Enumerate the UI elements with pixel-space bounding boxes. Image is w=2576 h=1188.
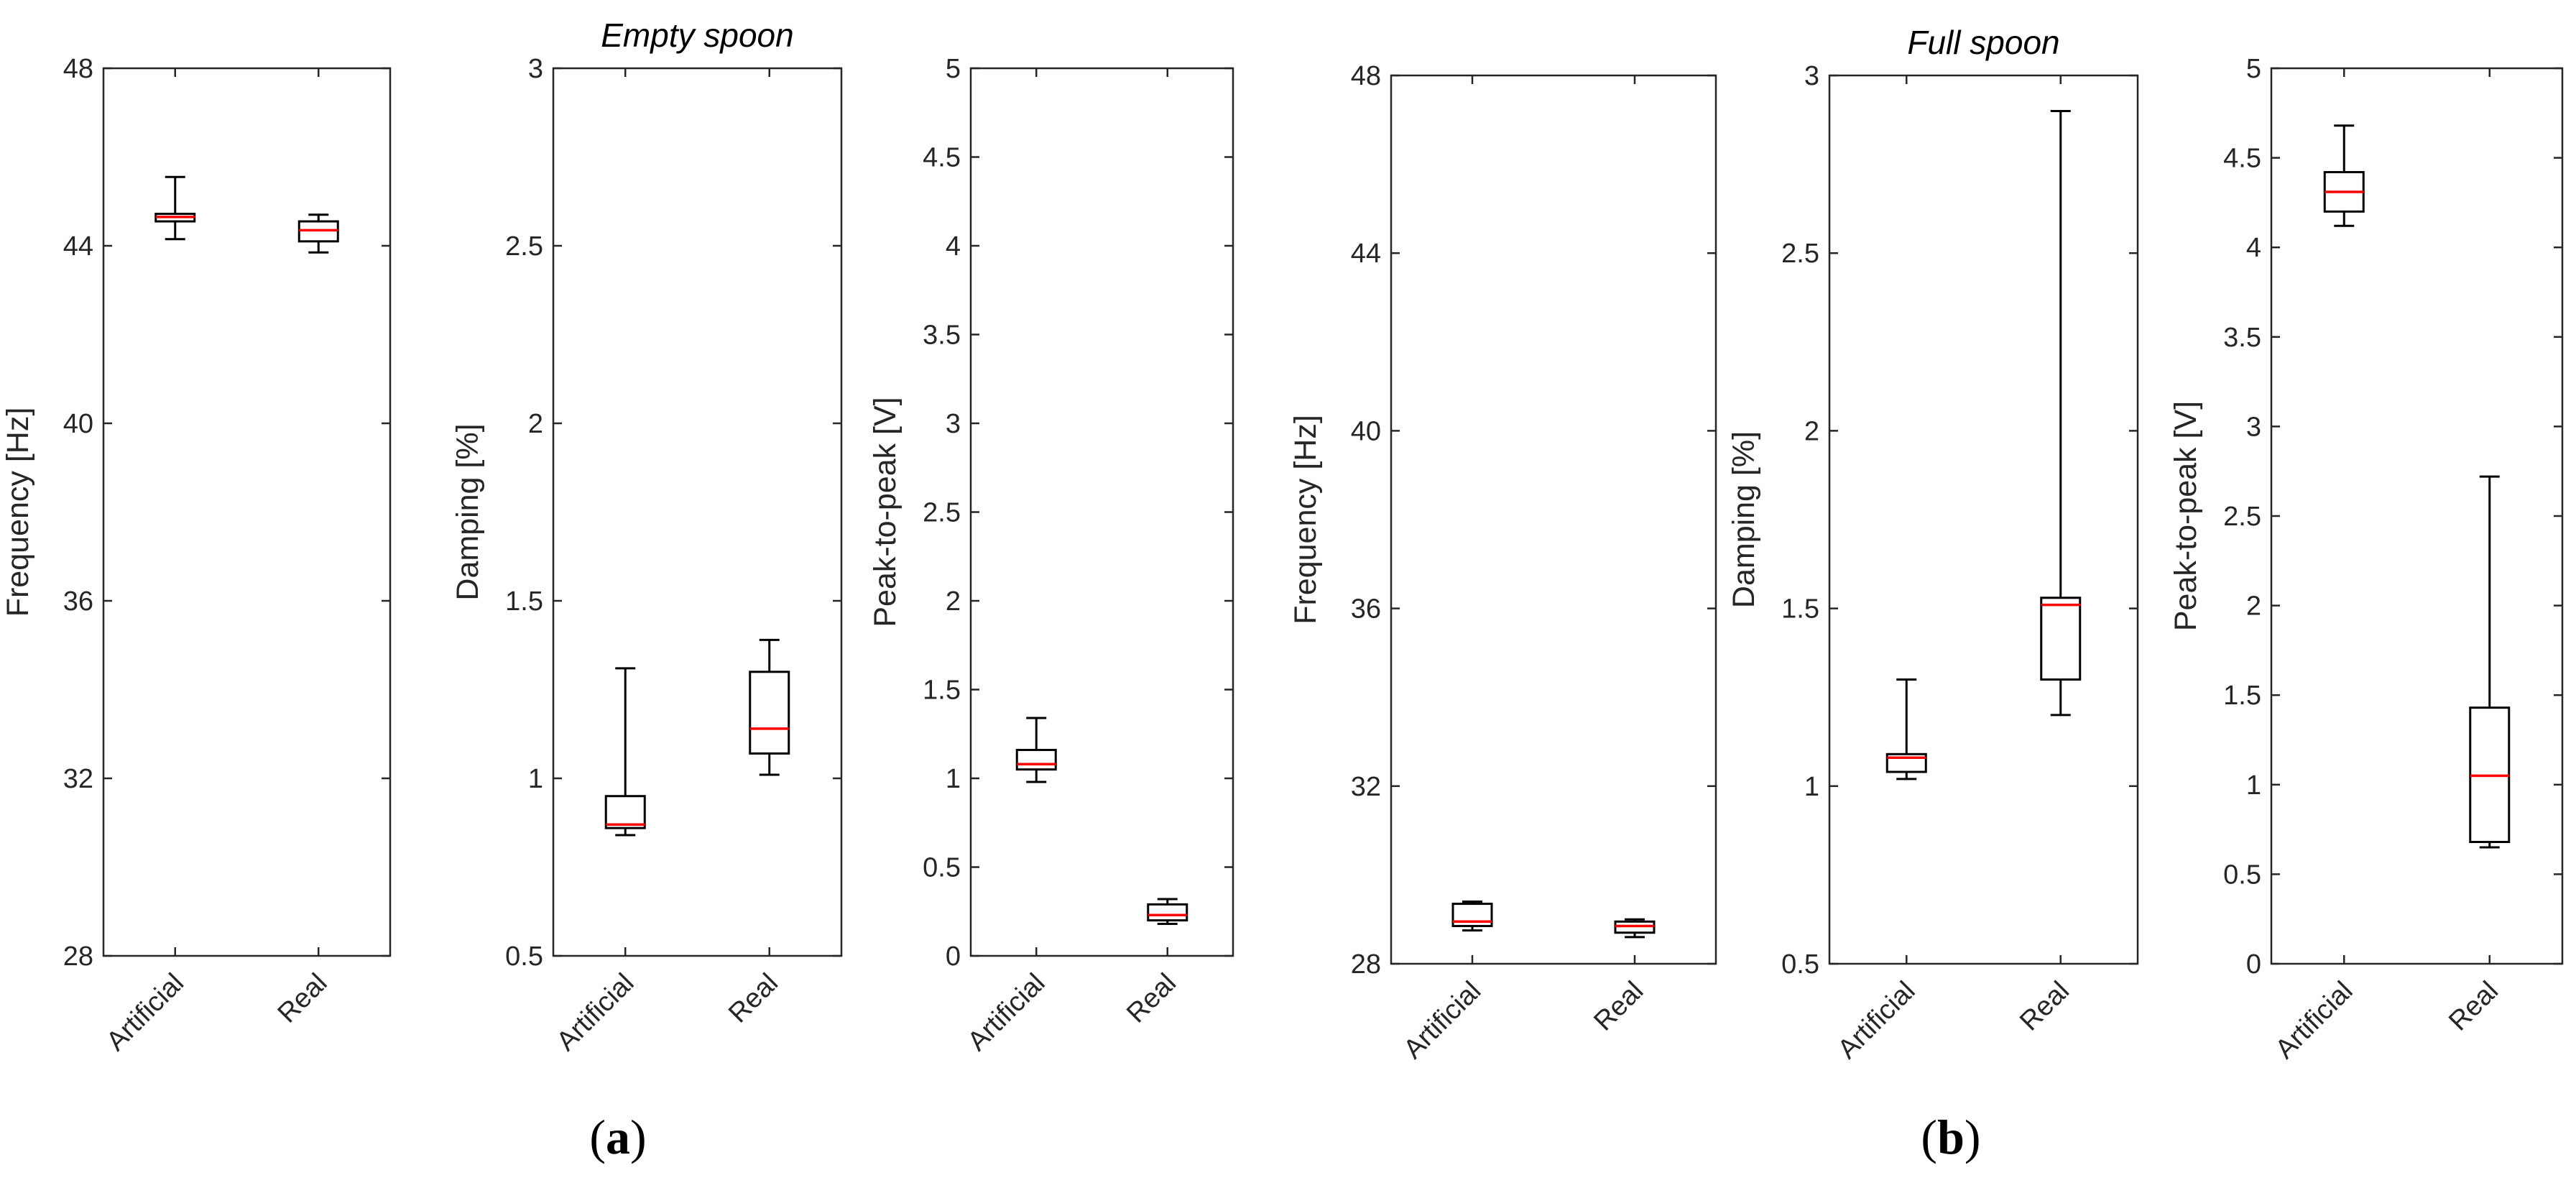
box-artificial xyxy=(1015,748,1057,771)
y-tick-label: 32 xyxy=(63,764,93,794)
chart-4: 28 32 36 40 44 48 Frequency [Hz] Artificial Real xyxy=(1288,61,1717,1065)
y-tick-label: 40 xyxy=(1351,416,1381,446)
axes-frame xyxy=(969,67,1234,957)
y-axis-label: Peak-to-peak [V] xyxy=(2169,401,2203,631)
chart-1: 28 32 36 40 44 48 Frequency [Hz] Artificial Real xyxy=(1,54,392,1057)
y-tick-label: 0.5 xyxy=(2223,860,2261,890)
y-tick-label: 0 xyxy=(946,941,961,972)
x-tick-label-artificial: Artificial xyxy=(2270,976,2359,1065)
y-tick-label: 28 xyxy=(1351,949,1381,980)
axes-frame xyxy=(2270,67,2564,965)
axes-frame xyxy=(1828,74,2139,965)
y-tick-label: 0.5 xyxy=(505,941,543,972)
y-axis-label: Damping [%] xyxy=(451,423,485,600)
axes-frame xyxy=(552,67,843,957)
y-tick-label: 2.5 xyxy=(2223,502,2261,532)
panel-label-a: (a) xyxy=(589,1110,646,1164)
x-tick-label-real: Real xyxy=(1588,976,1649,1037)
y-tick-label: 1.5 xyxy=(1781,594,1819,625)
y-tick-label: 4.5 xyxy=(923,143,961,173)
x-tick-label-artificial: Artificial xyxy=(1832,976,1921,1065)
chart-5: 0.5 1 1.5 2 2.5 3 Damping [%] Full spoon Artific… xyxy=(1727,24,2139,1065)
chart-title: Full spoon xyxy=(1907,24,2059,61)
box-artificial xyxy=(1451,903,1493,927)
y-tick-label: 40 xyxy=(63,409,93,439)
y-axis-label: Frequency [Hz] xyxy=(1,407,35,617)
y-tick-label: 3 xyxy=(946,409,961,439)
y-tick-label: 1 xyxy=(528,764,543,794)
y-tick-label: 2 xyxy=(528,409,543,439)
y-tick-label: 1 xyxy=(946,764,961,794)
y-tick-label: 28 xyxy=(63,941,93,972)
y-tick-label: 2 xyxy=(2246,591,2261,622)
chart-6: 0 0.5 1 1.5 2 2.5 3 3.5 4 4.5 5 Peak-to-peak [V] Art… xyxy=(2169,54,2564,1065)
y-tick-label: 48 xyxy=(1351,61,1381,91)
axes-frame xyxy=(1390,74,1717,965)
y-axis-label: Peak-to-peak [V] xyxy=(868,397,902,627)
box-artificial xyxy=(604,795,646,829)
y-tick-label: 2.5 xyxy=(505,231,543,262)
y-tick-label: 1 xyxy=(2246,770,2261,801)
y-tick-label: 1.5 xyxy=(923,676,961,706)
x-tick-label-artificial: Artificial xyxy=(551,968,640,1057)
x-tick-label-artificial: Artificial xyxy=(962,968,1051,1057)
panel-label-b: (b) xyxy=(1921,1110,1980,1164)
box-real xyxy=(2040,597,2082,681)
box-real xyxy=(1147,903,1188,922)
y-tick-label: 3 xyxy=(1804,61,1819,91)
x-tick-label-artificial: Artificial xyxy=(1398,976,1487,1065)
y-tick-label: 2 xyxy=(1804,416,1819,446)
y-tick-label: 4.5 xyxy=(2223,144,2261,174)
y-tick-label: 44 xyxy=(1351,239,1381,269)
y-tick-label: 0.5 xyxy=(1781,949,1819,980)
y-tick-label: 3 xyxy=(2246,412,2261,442)
y-tick-label: 1 xyxy=(1804,772,1819,802)
x-tick-label-real: Real xyxy=(723,968,784,1029)
y-tick-label: 4 xyxy=(946,231,961,262)
chart-title: Empty spoon xyxy=(601,17,793,54)
y-tick-label: 44 xyxy=(63,231,93,262)
box-real xyxy=(749,671,790,755)
chart-2: 0.5 1 1.5 2 2.5 3 Damping [%] Empty spoon Artifi… xyxy=(451,17,843,1057)
axes-frame xyxy=(102,67,392,957)
y-tick-label: 3.5 xyxy=(2223,323,2261,353)
x-tick-label-artificial: Artificial xyxy=(101,968,190,1057)
y-tick-label: 0 xyxy=(2246,949,2261,980)
y-tick-label: 2.5 xyxy=(923,498,961,528)
y-tick-label: 36 xyxy=(1351,594,1381,625)
y-tick-label: 4 xyxy=(2246,233,2261,263)
y-tick-label: 5 xyxy=(946,54,961,84)
y-tick-label: 0.5 xyxy=(923,853,961,883)
y-tick-label: 1.5 xyxy=(505,586,543,617)
y-tick-label: 36 xyxy=(63,586,93,617)
y-tick-label: 3.5 xyxy=(923,321,961,351)
y-tick-label: 32 xyxy=(1351,772,1381,802)
y-tick-label: 1.5 xyxy=(2223,681,2261,711)
x-tick-label-real: Real xyxy=(1121,968,1182,1029)
y-tick-label: 48 xyxy=(63,54,93,84)
y-tick-label: 2 xyxy=(946,586,961,617)
y-tick-label: 5 xyxy=(2246,54,2261,84)
y-axis-label: Damping [%] xyxy=(1727,431,1761,608)
y-axis-label: Frequency [Hz] xyxy=(1288,415,1323,625)
x-tick-label-real: Real xyxy=(2443,976,2504,1037)
y-tick-label: 2.5 xyxy=(1781,239,1819,269)
box-artificial xyxy=(1885,752,1927,773)
y-tick-label: 3 xyxy=(528,54,543,84)
chart-3: 0 0.5 1 1.5 2 2.5 3 3.5 4 4.5 5 Peak-to-peak [V] Art… xyxy=(868,54,1234,1057)
x-tick-label-real: Real xyxy=(272,968,333,1029)
x-tick-label-real: Real xyxy=(2014,976,2075,1037)
